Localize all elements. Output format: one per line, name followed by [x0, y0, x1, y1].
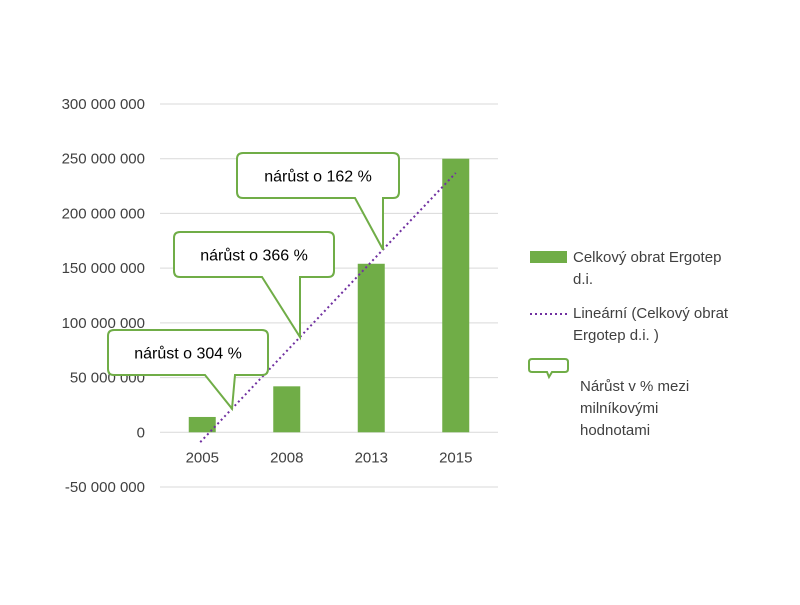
bar	[273, 386, 301, 433]
x-tick-label: 2008	[270, 449, 303, 466]
x-tick-label: 2005	[186, 449, 219, 466]
x-tick-label: 2013	[355, 449, 388, 466]
y-tick-label: 300 000 000	[62, 96, 145, 113]
legend-label: Lineární (Celkový obrat	[573, 305, 729, 322]
y-tick-label: 200 000 000	[62, 205, 145, 222]
legend-swatch-bar	[530, 251, 567, 263]
bar	[357, 263, 385, 433]
y-tick-label: 0	[137, 424, 145, 441]
y-tick-label: 250 000 000	[62, 151, 145, 168]
callout-box	[236, 152, 400, 251]
legend-label: hodnotami	[580, 422, 650, 439]
callout-box	[173, 231, 335, 341]
callout-box	[107, 329, 269, 412]
legend-label: Celkový obrat Ergotep	[573, 249, 721, 266]
y-tick-label: 150 000 000	[62, 260, 145, 277]
bar	[188, 416, 216, 433]
trendline	[199, 172, 457, 443]
x-tick-label: 2015	[439, 449, 472, 466]
legend-label: Nárůst v % mezi	[580, 378, 689, 395]
y-tick-label: -50 000 000	[65, 479, 145, 496]
bar	[442, 158, 470, 433]
callout-label: nárůst o 162 %	[264, 168, 372, 186]
legend-label: Ergotep d.i. )	[573, 327, 659, 344]
callout-label: nárůst o 304 %	[134, 345, 242, 363]
legend-label: milníkovými	[580, 400, 658, 417]
callout-label: nárůst o 366 %	[200, 247, 308, 265]
legend-swatch-callout	[528, 358, 569, 380]
legend-label: d.i.	[573, 271, 593, 288]
y-tick-label: 100 000 000	[62, 315, 145, 332]
